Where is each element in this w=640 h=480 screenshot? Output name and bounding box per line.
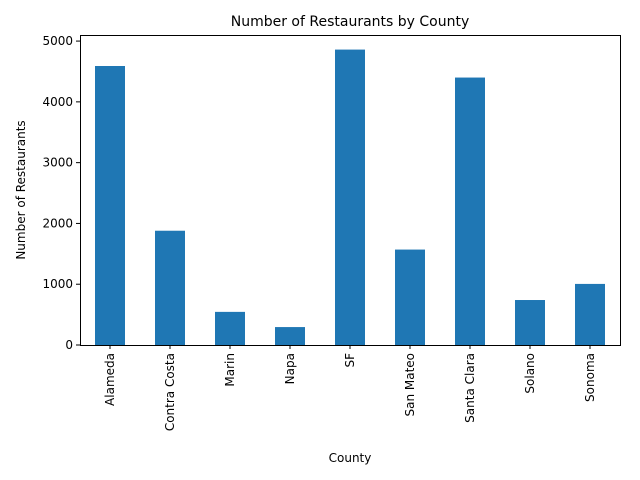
x-tick-label: Napa <box>283 353 297 384</box>
bars-group <box>95 49 605 346</box>
x-tick-label: Marin <box>223 353 237 387</box>
x-tick-label: Santa Clara <box>463 353 477 423</box>
x-tick-label: Solano <box>523 353 537 394</box>
y-tick-label: 4000 <box>42 95 73 109</box>
y-tick-label: 3000 <box>42 156 73 170</box>
bar-solano <box>515 300 545 345</box>
bar-sf <box>335 49 365 346</box>
y-tick-label: 1000 <box>42 277 73 291</box>
y-axis-ticks: 0 1000 2000 3000 4000 5000 <box>42 34 80 352</box>
x-axis-title: County <box>329 451 372 465</box>
chart-title: Number of Restaurants by County <box>231 14 470 30</box>
y-tick-label: 0 <box>65 338 73 352</box>
x-tick-label: Sonoma <box>583 353 597 402</box>
x-tick-label: Contra Costa <box>163 353 177 431</box>
plot-frame <box>80 35 621 346</box>
bar-san-mateo <box>395 249 425 345</box>
x-axis-ticks: Alameda Contra Costa Marin Napa SF San Mateo S… <box>103 345 597 431</box>
bar-sonoma <box>575 283 605 345</box>
y-tick-label: 5000 <box>42 34 73 48</box>
bar-marin <box>215 311 245 345</box>
x-tick-label: SF <box>343 353 357 368</box>
y-tick-label: 2000 <box>42 216 73 230</box>
x-tick-label: San Mateo <box>403 353 417 417</box>
bar-napa <box>275 327 305 345</box>
y-axis-title: Number of Restaurants <box>14 120 28 259</box>
x-tick-label: Alameda <box>103 353 117 406</box>
bar-alameda <box>95 66 125 345</box>
bar-contra-costa <box>155 230 185 345</box>
bar-santa-clara <box>455 77 485 346</box>
